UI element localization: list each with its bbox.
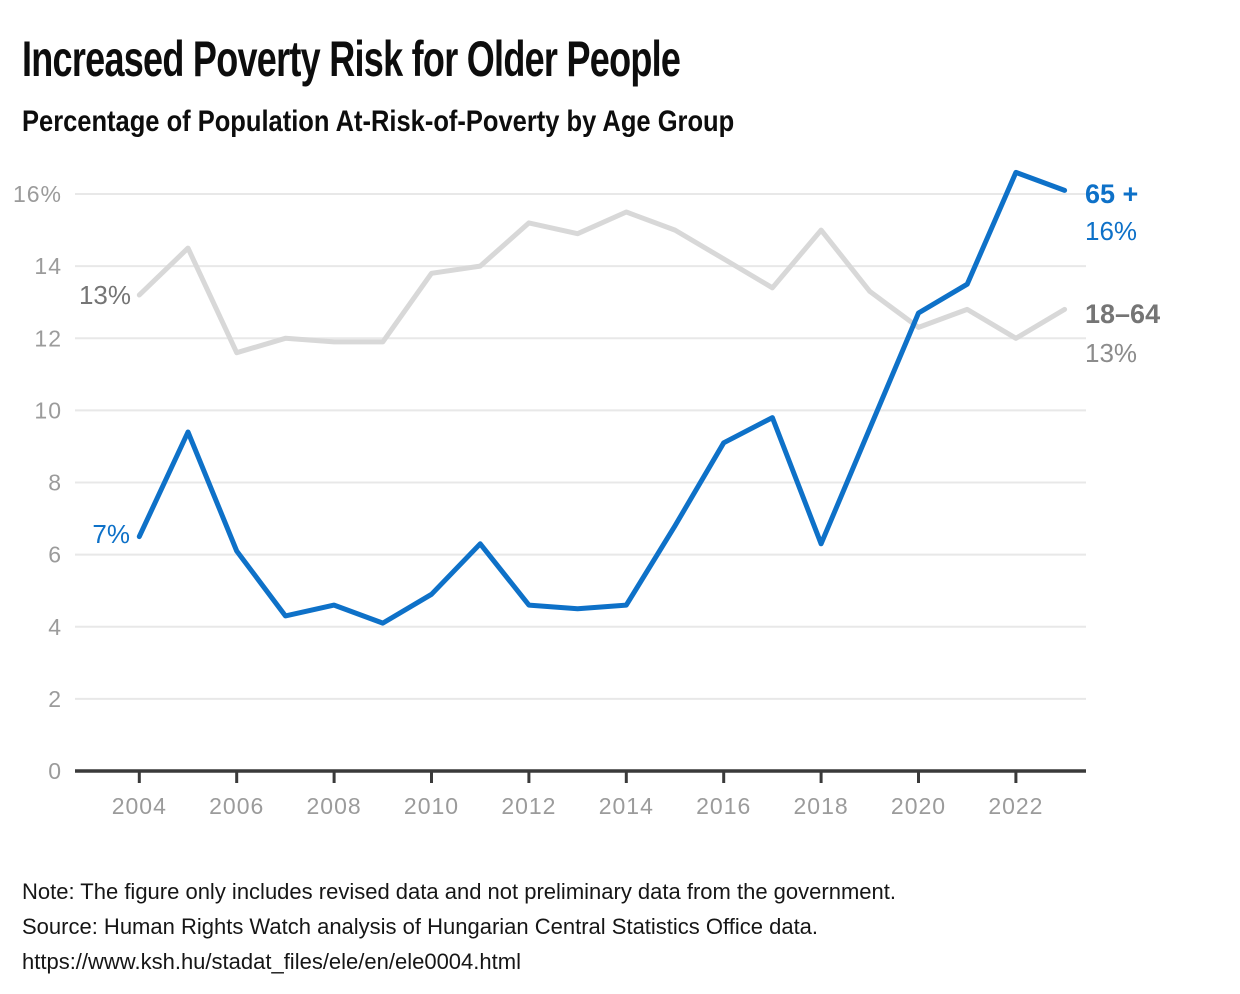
x-tick-label: 2008 xyxy=(307,793,362,819)
x-tick-label: 2014 xyxy=(599,793,654,819)
y-tick-label: 2 xyxy=(48,686,62,712)
start-label-18-64: 13% xyxy=(79,280,131,310)
y-tick-label: 12 xyxy=(34,325,62,351)
series-line-18-64 xyxy=(136,209,1068,356)
x-tick-label: 2012 xyxy=(501,793,556,819)
x-tick-label: 2004 xyxy=(112,793,167,819)
x-tick-label: 2018 xyxy=(794,793,849,819)
gridlines xyxy=(75,193,1086,700)
y-tick-label: 10 xyxy=(34,397,62,423)
y-tick-label: 8 xyxy=(48,470,62,496)
y-tick-label: 16% xyxy=(13,181,62,207)
x-tick-label: 2022 xyxy=(988,793,1043,819)
axis-labels: 16% 14 12 10 8 6 4 2 0 2004 2006 2008 2010 2012 2014 20… xyxy=(13,181,1043,819)
x-tick-label: 2006 xyxy=(209,793,264,819)
chart-canvas: 16% 14 12 10 8 6 4 2 0 2004 2006 2008 2010 2012 2014 20… xyxy=(13,169,1160,819)
y-tick-label: 6 xyxy=(48,542,62,568)
legend-65plus-name: 65 + xyxy=(1085,179,1138,209)
footnotes: Note: The figure only includes revised d… xyxy=(22,874,1122,979)
poverty-line-chart: 16% 14 12 10 8 6 4 2 0 2004 2006 2008 2010 2012 2014 20… xyxy=(13,169,1160,819)
x-axis xyxy=(75,769,1086,783)
x-tick-label: 2016 xyxy=(696,793,751,819)
series-line-65- xyxy=(136,169,1068,626)
y-tick-label: 0 xyxy=(48,758,62,784)
legend-18-64-name: 18–64 xyxy=(1085,299,1160,329)
page-subtitle: Percentage of Population At-Risk-of-Pove… xyxy=(22,105,735,138)
source-line: Source: Human Rights Watch analysis of H… xyxy=(22,914,819,939)
source-url: https://www.ksh.hu/stadat_files/ele/en/e… xyxy=(22,949,521,974)
x-tick-label: 2020 xyxy=(891,793,946,819)
x-tick-label: 2010 xyxy=(404,793,459,819)
series-lines xyxy=(136,169,1068,626)
note-line: Note: The figure only includes revised d… xyxy=(22,879,896,904)
y-tick-label: 4 xyxy=(48,614,62,640)
legend-18-64-value: 13% xyxy=(1085,338,1137,368)
legend-65plus-value: 16% xyxy=(1085,216,1137,246)
start-label-65plus: 7% xyxy=(92,519,130,549)
y-tick-label: 14 xyxy=(34,253,62,279)
page-title: Increased Poverty Risk for Older People xyxy=(22,31,681,87)
